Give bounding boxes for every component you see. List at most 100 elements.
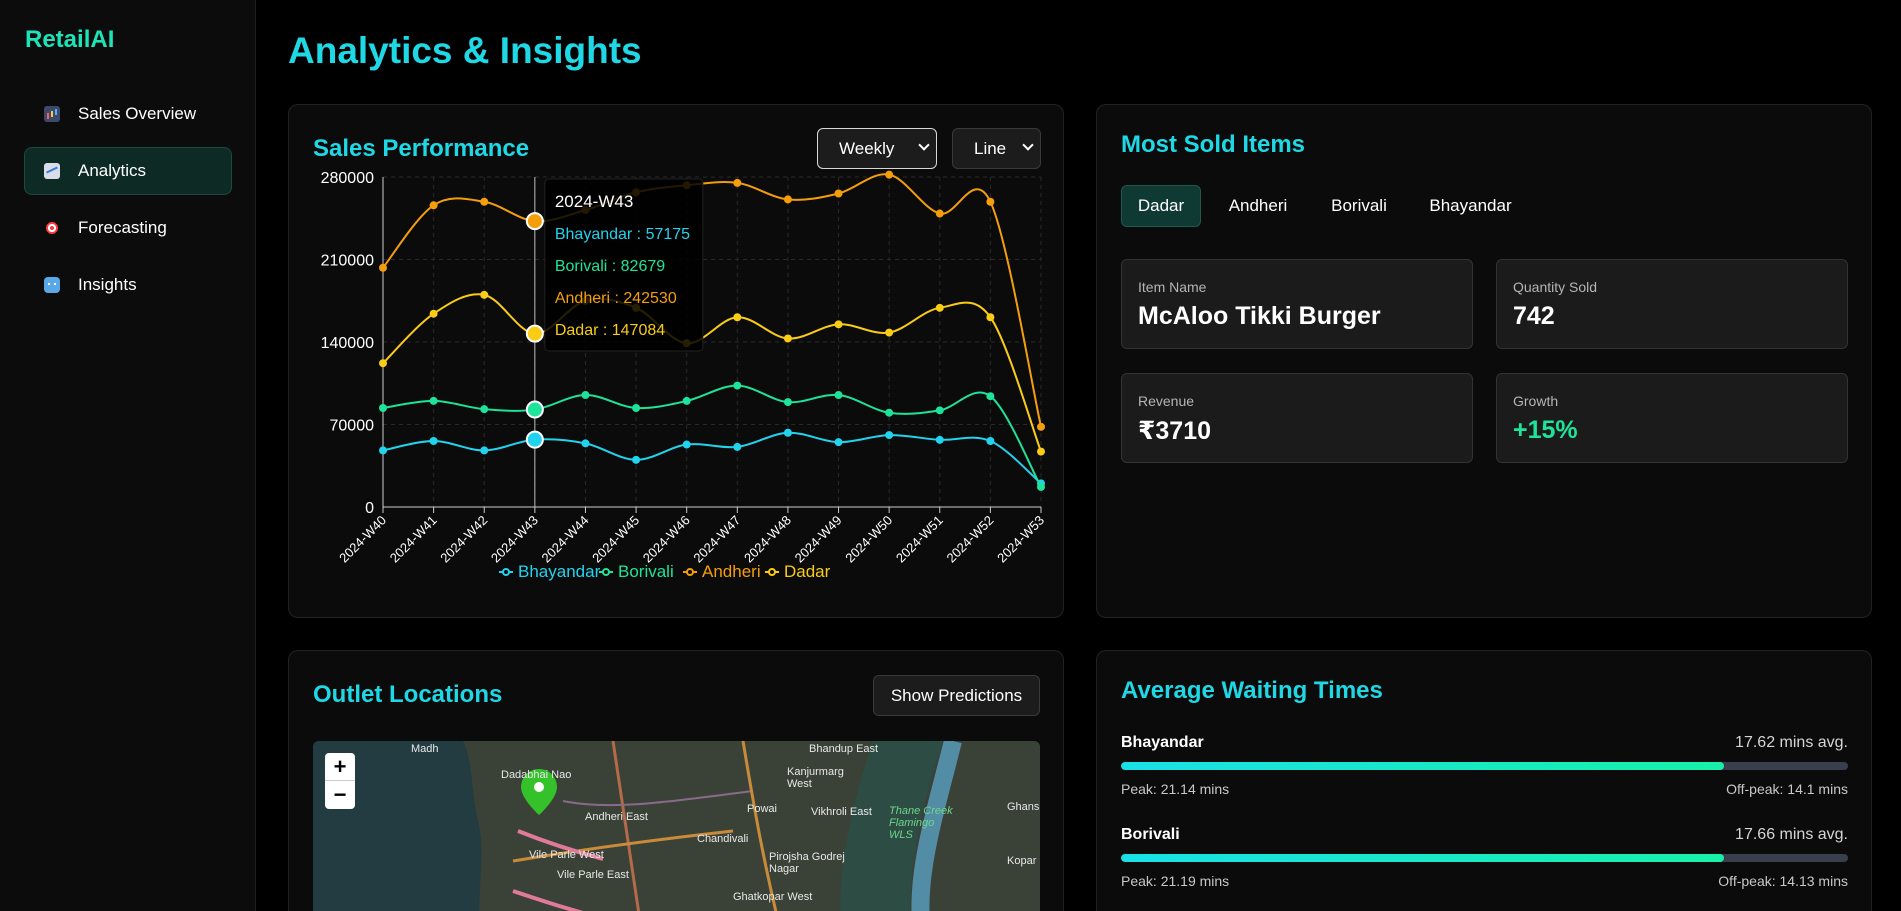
legend-item-bhayandar[interactable]: Bhayandar: [518, 562, 601, 581]
data-point-bhayandar[interactable]: [834, 438, 843, 447]
x-tick-label: 2024-W49: [792, 513, 845, 566]
legend-marker: [602, 568, 610, 576]
data-point-dadar[interactable]: [379, 359, 387, 368]
tooltip-line: Borivali : 82679: [555, 258, 665, 275]
map-label: Vile Parle West: [529, 849, 604, 861]
data-point-borivali[interactable]: [834, 391, 843, 400]
wait-progress-fill: [1121, 762, 1725, 770]
data-point-andheri[interactable]: [1037, 422, 1045, 431]
map-label: Vikhroli East: [811, 806, 872, 818]
y-tick-label: 0: [365, 500, 374, 517]
sales-performance-card: Sales Performance Weekly Line 0 70000 1400…: [288, 104, 1064, 618]
data-point-borivali[interactable]: [986, 392, 995, 401]
quantity-sold-value: 742: [1513, 302, 1555, 330]
data-point-bhayandar[interactable]: [632, 455, 641, 464]
data-point-andheri[interactable]: [834, 189, 843, 198]
data-point-andheri[interactable]: [733, 178, 742, 187]
period-select[interactable]: Weekly: [817, 128, 937, 169]
tab-dadar[interactable]: Dadar: [1121, 185, 1201, 227]
data-point-borivali[interactable]: [379, 404, 387, 412]
zoom-out-button[interactable]: −: [325, 781, 355, 809]
sidebar-item-insights[interactable]: Insights: [24, 261, 232, 309]
tab-andheri[interactable]: Andheri: [1228, 196, 1288, 215]
data-point-borivali[interactable]: [783, 398, 792, 407]
legend-item-borivali[interactable]: Borivali: [618, 562, 674, 581]
x-tick-label: 2024-W42: [437, 513, 490, 566]
growth-box: Growth +15%: [1496, 373, 1848, 463]
data-point-bhayandar[interactable]: [935, 435, 944, 444]
data-point-bhayandar[interactable]: [783, 428, 792, 437]
data-point-dadar[interactable]: [1037, 447, 1045, 456]
data-point-andheri[interactable]: [429, 201, 438, 210]
data-point-borivali[interactable]: [480, 405, 489, 414]
data-point-bhayandar[interactable]: [429, 437, 438, 445]
sidebar-item-analytics[interactable]: Analytics: [24, 147, 232, 195]
wait-peak: Peak: 21.14 mins: [1121, 781, 1230, 797]
sidebar-item-forecasting[interactable]: Forecasting: [24, 204, 232, 252]
data-point-dadar[interactable]: [935, 303, 944, 312]
data-point-bhayandar[interactable]: [379, 446, 387, 455]
legend-item-dadar[interactable]: Dadar: [784, 562, 831, 581]
data-point-borivali[interactable]: [429, 396, 438, 405]
growth-label: Growth: [1513, 393, 1559, 409]
x-tick-label: 2024-W47: [690, 513, 743, 566]
map-label: Andheri East: [585, 811, 648, 823]
legend-item-andheri[interactable]: Andheri: [702, 562, 761, 581]
map-label: Dadabhai Nao: [501, 769, 572, 781]
data-point-borivali[interactable]: [1037, 482, 1045, 491]
data-point-dadar[interactable]: [733, 313, 742, 322]
zoom-in-button[interactable]: +: [325, 753, 355, 781]
x-tick-label: 2024-W53: [994, 513, 1047, 566]
map-river: [911, 741, 962, 911]
revenue-value: ₹3710: [1138, 417, 1212, 445]
active-point-dadar[interactable]: [525, 324, 544, 343]
data-point-andheri[interactable]: [885, 170, 894, 179]
data-point-dadar[interactable]: [834, 320, 843, 329]
sidebar-nav: Sales Overview Analytics Forecasting Ins…: [24, 90, 232, 318]
data-point-andheri[interactable]: [379, 263, 387, 272]
show-predictions-button[interactable]: Show Predictions: [873, 675, 1040, 716]
item-name-label: Item Name: [1138, 279, 1207, 295]
data-point-bhayandar[interactable]: [733, 442, 742, 451]
brand-logo[interactable]: RetailAI: [25, 26, 115, 53]
tab-borivali[interactable]: Borivali: [1331, 196, 1387, 215]
data-point-dadar[interactable]: [480, 290, 489, 299]
data-point-bhayandar[interactable]: [986, 437, 995, 445]
wait-progress-track: [1121, 854, 1848, 862]
data-point-borivali[interactable]: [581, 391, 590, 400]
series-line-borivali[interactable]: [382, 384, 1042, 488]
data-point-andheri[interactable]: [783, 195, 792, 204]
data-point-borivali[interactable]: [733, 381, 742, 390]
data-point-borivali[interactable]: [632, 404, 641, 412]
data-point-bhayandar[interactable]: [480, 446, 489, 455]
average-waiting-times-title: Average Waiting Times: [1121, 677, 1383, 704]
active-point-borivali[interactable]: [525, 400, 544, 419]
x-tick-label: 2024-W45: [589, 513, 642, 566]
series-line-dadar[interactable]: [382, 293, 1042, 452]
data-point-borivali[interactable]: [682, 396, 691, 405]
data-point-bhayandar[interactable]: [581, 439, 590, 448]
item-name-value: McAloo Tikki Burger: [1138, 302, 1381, 330]
data-point-dadar[interactable]: [885, 328, 894, 337]
data-point-dadar[interactable]: [783, 334, 792, 343]
map-label: Thane Creek Flamingo WLS: [889, 805, 953, 841]
data-point-bhayandar[interactable]: [885, 431, 894, 440]
active-point-bhayandar[interactable]: [525, 430, 544, 449]
x-tick-label: 2024-W51: [893, 513, 946, 566]
active-point-andheri[interactable]: [525, 212, 544, 231]
chart-type-select[interactable]: Line: [952, 128, 1041, 169]
tab-bhayandar[interactable]: Bhayandar: [1429, 196, 1512, 215]
sales-line-chart[interactable]: 0 70000 140000 210000 280000 2024-W402024-W41…: [289, 105, 1065, 619]
data-point-bhayandar[interactable]: [682, 440, 691, 449]
data-point-andheri[interactable]: [480, 197, 489, 206]
data-point-andheri[interactable]: [935, 209, 944, 218]
data-point-andheri[interactable]: [986, 197, 995, 206]
data-point-dadar[interactable]: [429, 309, 438, 318]
sidebar-item-sales-overview[interactable]: Sales Overview: [24, 90, 232, 138]
data-point-dadar[interactable]: [986, 313, 995, 322]
data-point-borivali[interactable]: [935, 406, 944, 415]
outlet-map[interactable]: Madh Dadabhai Nao Andheri East Vile Parl…: [313, 741, 1040, 911]
map-label: Powai: [747, 803, 777, 815]
y-tick-label: 210000: [321, 253, 374, 270]
data-point-borivali[interactable]: [885, 408, 894, 417]
